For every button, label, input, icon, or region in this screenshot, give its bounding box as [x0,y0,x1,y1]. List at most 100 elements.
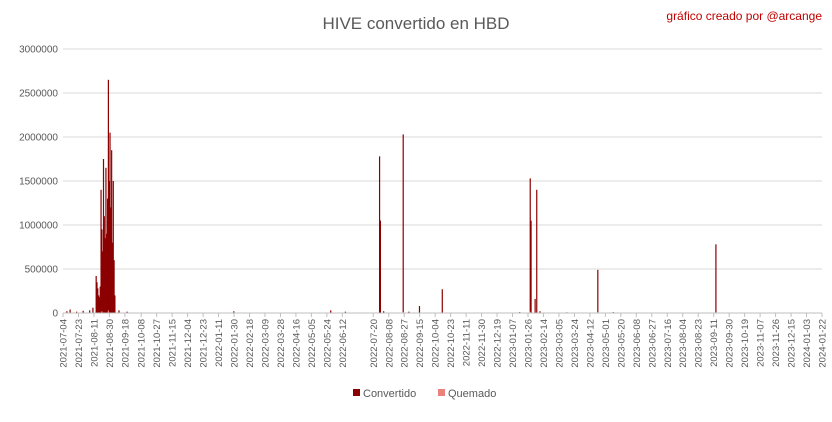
bars-layer [66,79,717,313]
bar-convertido [111,242,114,313]
x-tick-label: 2021-08-30 [105,319,116,368]
chart-title: HIVE convertido en HBD [322,14,509,33]
bar-convertido [530,220,532,313]
y-tick-label: 500000 [25,265,59,276]
x-tick-label: 2021-08-11 [89,319,100,367]
bar-convertido [536,189,538,313]
x-tick-label: 2022-10-04 [431,319,442,368]
bar-quemado [107,310,109,313]
y-tick-label: 1500000 [19,177,58,188]
bar-convertido [330,310,332,313]
bar-convertido [69,309,71,313]
bar-convertido [107,79,109,313]
bar-convertido [111,150,113,313]
x-tick-label: 2023-01-26 [524,319,535,368]
bar-convertido [113,260,115,313]
x-tick-label: 2023-05-20 [616,319,627,368]
bar-quemado [101,311,103,313]
bar-convertido [100,189,102,313]
x-tick-label: 2022-06-12 [338,319,349,368]
credit-annotation: gráfico creado por @arcange [666,9,822,23]
x-tick-label: 2022-01-30 [230,319,241,368]
legend-swatch-convertido [353,389,360,396]
bar-convertido [126,311,128,313]
bar-convertido [76,311,78,313]
x-tick-label: 2022-11-30 [477,319,488,367]
bar-convertido [418,305,421,313]
bar-convertido [106,233,108,313]
bar-convertido [534,298,536,313]
x-tick-label: 2021-09-18 [120,319,131,368]
bar-convertido [106,198,109,313]
x-tick-label: 2023-04-12 [585,319,596,368]
x-tick-label: 2024-01-03 [802,319,813,368]
x-tick-label: 2022-12-19 [493,319,504,368]
bar-convertido [108,181,110,313]
bar-convertido [441,289,443,313]
x-tick-label: 2023-05-01 [601,319,612,368]
grid-layer [63,48,822,270]
x-tick-label: 2023-08-23 [694,319,705,368]
x-tick-label: 2023-02-14 [539,319,550,368]
x-tick-label: 2022-11-11 [462,319,473,366]
x-tick-label: 2023-09-30 [725,319,736,368]
x-tick-label: 2021-10-27 [152,319,163,368]
x-tick-label: 2022-01-11 [214,319,225,367]
bar-convertido [95,276,97,313]
bar-convertido [402,134,404,313]
y-tick-label: 3000000 [19,45,58,56]
y-tick-label: 2000000 [19,133,58,144]
x-tick-label: 2022-02-18 [245,319,256,368]
bar-convertido [105,167,107,313]
x-tick-label: 2023-11-07 [756,319,767,367]
bar-convertido [110,207,112,313]
x-tick-label: 2022-09-15 [415,319,426,368]
y-tick-label: 0 [52,309,58,320]
bar-convertido [102,251,104,313]
legend-label-quemado: Quemado [448,388,496,400]
x-tick-label: 2023-10-19 [740,319,751,368]
bar-convertido [379,220,381,313]
x-tick-label: 2023-09-11 [709,319,720,367]
bar-convertido [98,297,101,313]
bar-convertido [233,311,235,313]
x-tick-label: 2023-01-07 [508,319,519,368]
bar-convertido [99,286,101,313]
x-tick-label: 2022-04-16 [291,319,302,368]
bar-convertido [715,244,717,313]
x-tick-label: 2022-08-27 [400,319,411,368]
x-tick-label: 2021-11-15 [168,319,179,367]
x-tick-label: 2021-10-08 [137,319,148,368]
y-axis-ticks: 0 500000 1000000 1500000 2000000 2500000 30000… [19,45,58,320]
bar-convertido [98,295,100,313]
bar-convertido [103,216,105,313]
bar-convertido [66,311,68,313]
x-tick-label: 2023-06-08 [632,319,643,368]
x-tick-label: 2021-12-23 [199,319,210,368]
x-tick-label: 2022-07-20 [369,319,380,368]
x-tick-label: 2022-10-23 [446,319,457,368]
bar-convertido [539,311,541,313]
x-tick-label: 2021-07-23 [74,319,85,368]
bar-convertido [89,310,91,313]
x-tick-label: 2023-12-15 [787,319,798,368]
x-tick-label: 2023-08-04 [678,319,689,368]
y-tick-label: 1000000 [19,221,58,232]
legend-swatch-quemado [438,389,445,396]
x-tick-label: 2023-03-24 [570,319,581,368]
x-tick-label: 2021-07-04 [59,319,70,368]
bar-convertido [92,307,94,313]
x-tick-label: 2023-06-27 [647,319,658,368]
bar-convertido [82,310,84,313]
bar-convertido [529,178,531,313]
bar-convertido [102,159,105,313]
x-tick-label: 2022-08-08 [384,319,395,368]
bar-convertido [97,288,99,313]
legend-label-convertido: Convertido [363,388,416,400]
x-tick-label: 2022-05-05 [307,319,318,368]
x-axis-ticks: 2021-07-04 2021-07-23 2021-08-11 2021-08-30… [59,313,829,368]
legend: Convertido Quemado [353,388,496,400]
x-tick-label: 2022-05-24 [322,319,333,368]
